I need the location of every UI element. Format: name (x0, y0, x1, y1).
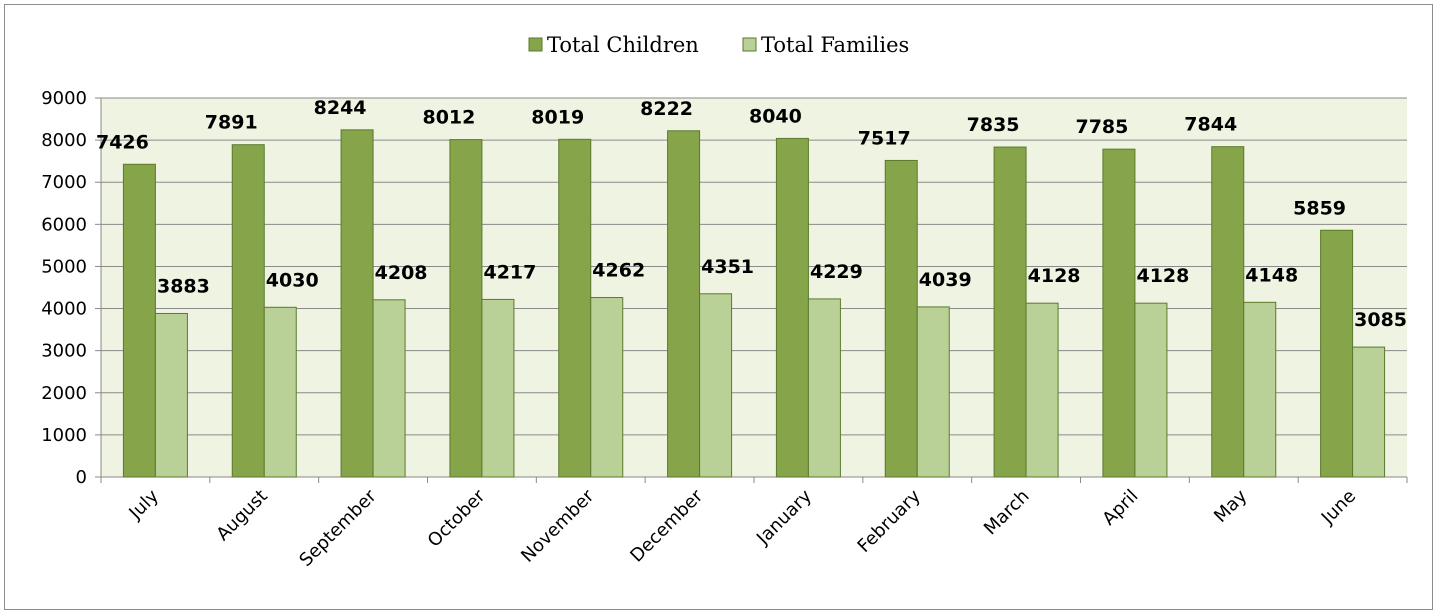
y-tick-label: 3000 (41, 341, 87, 362)
data-label-total-children: 7426 (96, 131, 149, 153)
bar-total-children (1320, 229, 1354, 478)
data-label-total-families: 4128 (1028, 265, 1081, 287)
data-label-total-children: 7891 (205, 112, 258, 134)
bar-total-families (699, 293, 733, 478)
data-label-total-families: 4229 (810, 261, 863, 283)
bar-total-families (1243, 301, 1277, 478)
bar-total-families (807, 298, 841, 478)
plot-area (101, 98, 1407, 477)
legend-swatch-total-children (528, 37, 543, 52)
bar-total-families (372, 299, 406, 478)
bar-total-families (590, 297, 624, 478)
bar-total-families (1352, 346, 1386, 478)
x-tick-label: May (1210, 485, 1251, 526)
data-label-total-children: 5859 (1293, 197, 1346, 219)
x-tick-label: September (295, 485, 381, 571)
legend-label-total-families: Total Families (761, 33, 909, 57)
bar-total-children (1102, 148, 1136, 478)
bar-total-children (667, 130, 701, 478)
data-label-total-families: 4128 (1136, 265, 1189, 287)
y-tick-label: 0 (76, 467, 87, 488)
data-label-total-children: 8222 (640, 98, 693, 120)
bar-total-children (449, 139, 483, 478)
data-label-total-children: 7785 (1075, 116, 1128, 138)
data-label-total-families: 3883 (157, 275, 210, 297)
y-tick-label: 1000 (41, 425, 87, 446)
data-label-total-families: 4217 (483, 261, 536, 283)
data-label-total-families: 3085 (1354, 309, 1407, 331)
x-tick-label: November (517, 485, 598, 566)
bar-total-children (558, 138, 592, 478)
bar-total-children (993, 146, 1027, 478)
bar-total-families (1025, 302, 1059, 478)
bar-total-children (340, 129, 374, 478)
data-label-total-children: 8012 (422, 107, 475, 129)
bar-total-children (1211, 146, 1245, 478)
bar-total-families (263, 306, 297, 478)
x-tick-label: April (1099, 486, 1143, 530)
x-tick-label: March (980, 486, 1034, 540)
y-tick-label: 4000 (41, 299, 87, 320)
data-label-total-families: 4208 (375, 262, 428, 284)
bar-total-families (481, 298, 515, 478)
bar-total-families (154, 312, 188, 478)
y-tick-label: 6000 (41, 214, 87, 235)
x-tick-label: June (1317, 486, 1360, 529)
data-label-total-children: 8019 (531, 106, 584, 128)
y-tick-label: 5000 (41, 256, 87, 277)
bar-total-children (231, 144, 265, 478)
legend-swatch-total-families (742, 37, 757, 52)
bar-total-children (884, 159, 918, 478)
x-tick-label: August (212, 486, 271, 545)
bar-total-families (1134, 302, 1168, 478)
data-label-total-families: 4039 (919, 269, 972, 291)
data-label-total-families: 4351 (701, 256, 754, 278)
y-tick-label: 2000 (41, 383, 87, 404)
y-tick-label: 9000 (41, 88, 87, 109)
x-tick-label: December (626, 485, 707, 566)
x-tick-label: October (424, 485, 490, 551)
bar-total-families (916, 306, 950, 478)
data-label-total-children: 8244 (314, 97, 367, 119)
x-tick-label: January (752, 485, 816, 549)
bar-total-children (775, 137, 809, 478)
bar-total-children (122, 163, 156, 478)
y-tick-label: 8000 (41, 130, 87, 151)
data-label-total-children: 8040 (749, 105, 802, 127)
x-tick-label: July (125, 485, 164, 524)
data-label-total-children: 7844 (1184, 114, 1237, 136)
y-tick-label: 7000 (41, 172, 87, 193)
data-label-total-families: 4262 (592, 260, 645, 282)
data-label-total-families: 4030 (266, 269, 319, 291)
data-label-total-families: 4148 (1245, 264, 1298, 286)
legend-label-total-children: Total Children (547, 33, 699, 57)
data-label-total-children: 7835 (967, 114, 1020, 136)
data-label-total-children: 7517 (858, 127, 911, 149)
x-tick-label: February (854, 485, 925, 556)
